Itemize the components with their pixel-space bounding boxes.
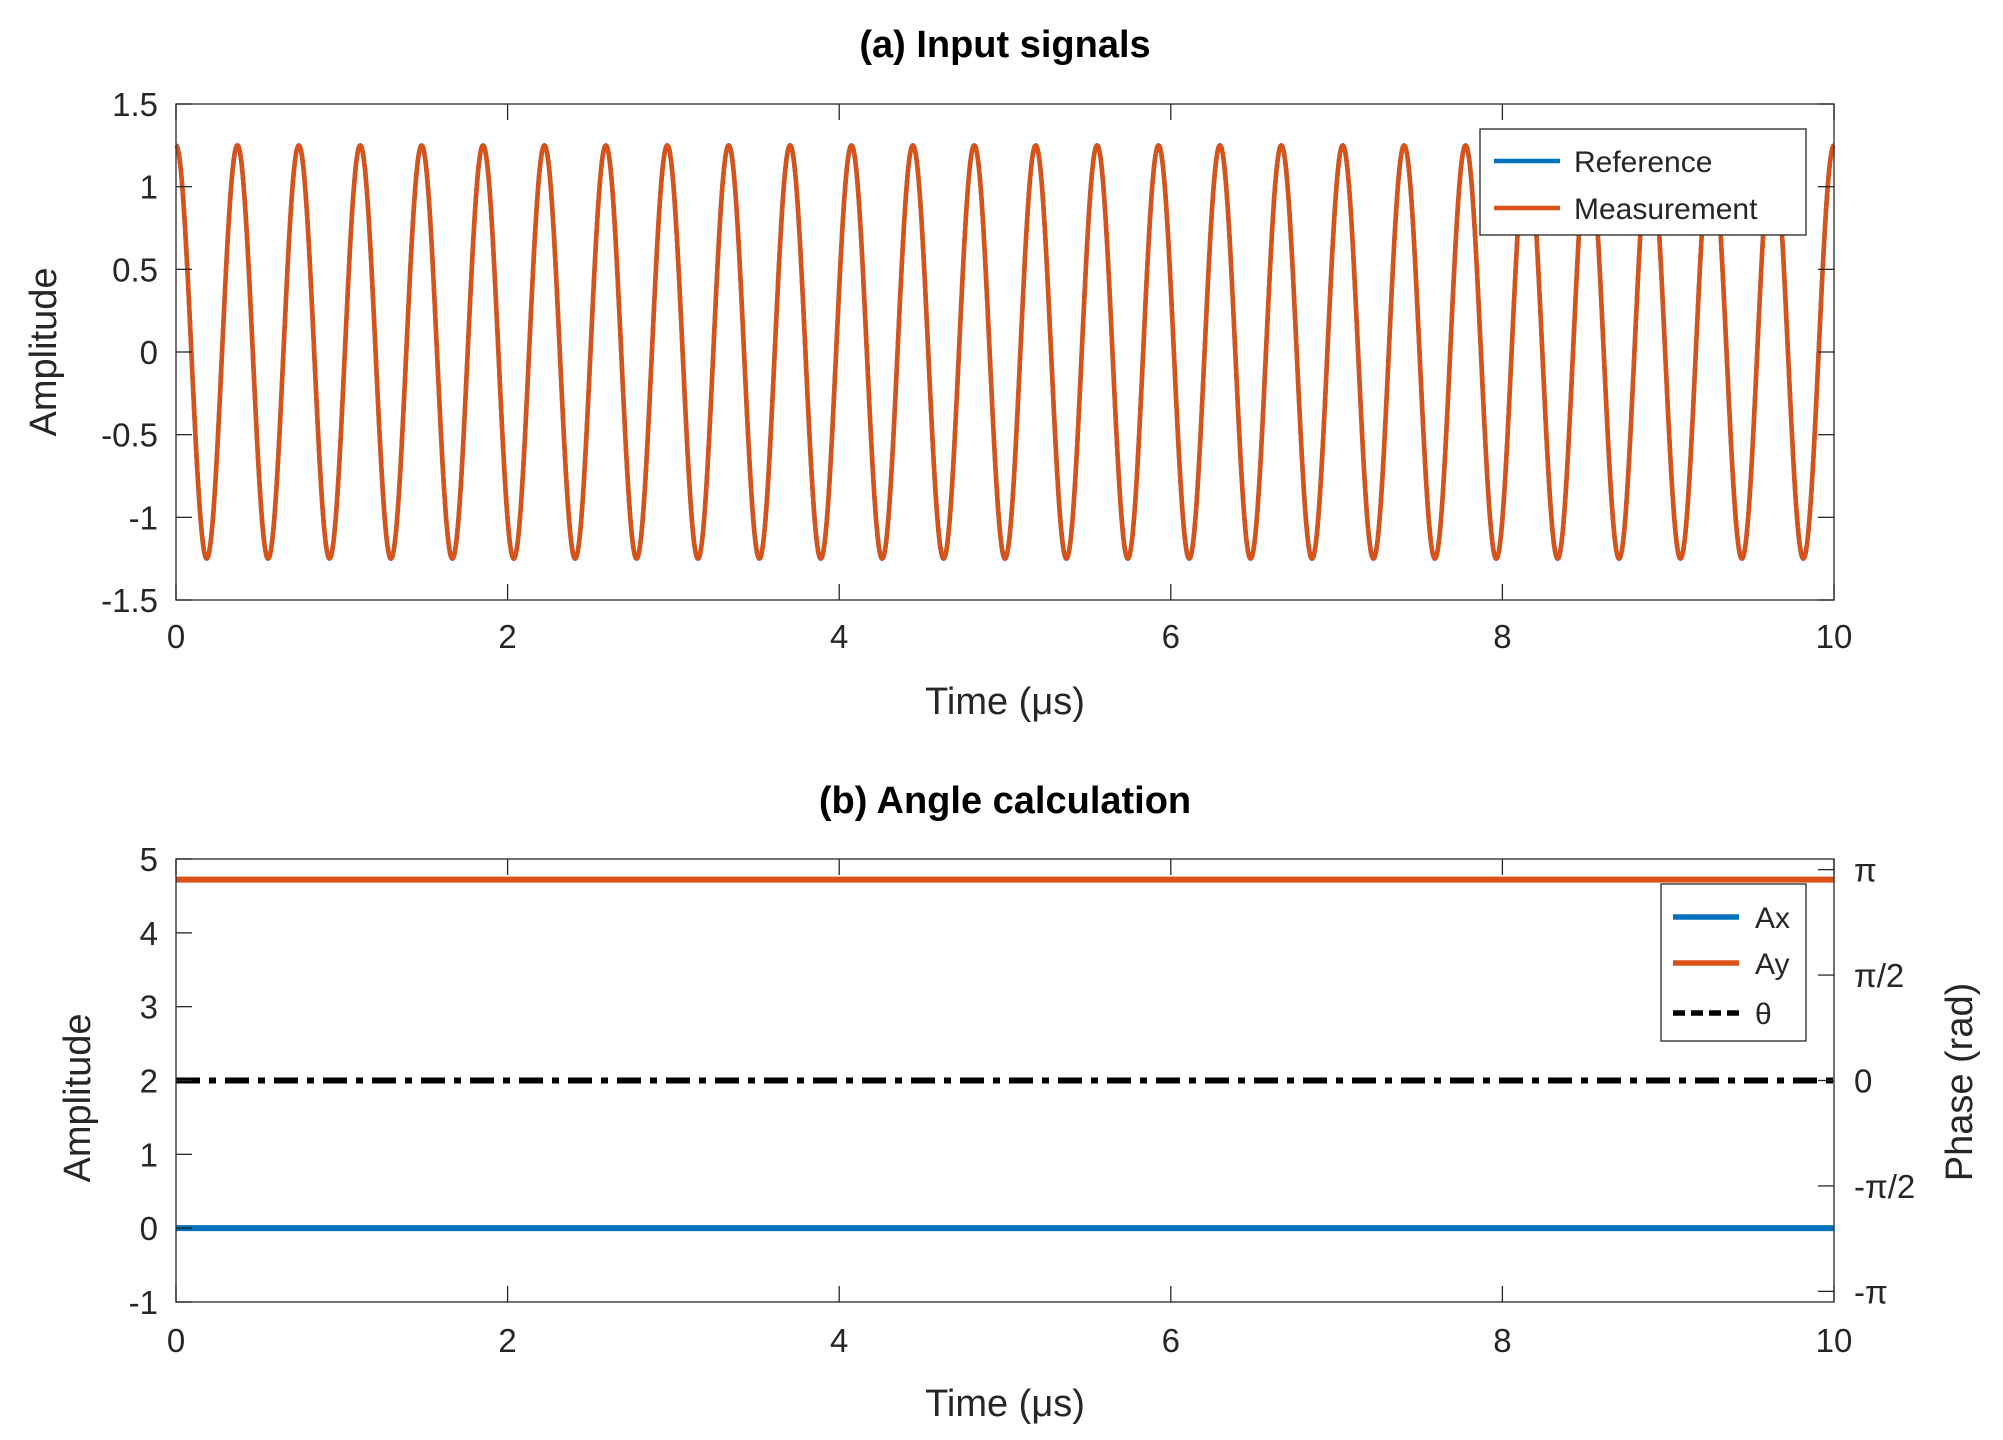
chart-b-xticks: 0 2 4 6 8 10 (167, 859, 1853, 1359)
legend-label-ay: Ay (1755, 948, 1789, 981)
x-tick-label: 2 (498, 1322, 516, 1359)
y-tick-label: 1 (140, 1136, 158, 1173)
chart-a-ylabel: Amplitude (23, 268, 65, 437)
chart-b-yticks-right: -π -π/2 0 π/2 π (1818, 852, 1915, 1310)
chart-b-series-group (176, 876, 1834, 1232)
chart-a-title: (a) Input signals (859, 24, 1150, 66)
legend-label-measurement: Measurement (1574, 193, 1758, 226)
y-tick-label: -1.5 (101, 582, 158, 619)
series-line-measurement (174, 143, 1836, 561)
legend-label-reference: Reference (1574, 146, 1712, 179)
y-tick-label: 1.5 (112, 86, 158, 123)
y-tick-label: 3 (140, 989, 158, 1026)
legend-label-ax: Ax (1755, 902, 1790, 935)
x-tick-label: 2 (498, 618, 516, 655)
chart-a-legend-box (1479, 128, 1807, 236)
x-tick-label: 4 (830, 1322, 848, 1359)
chart-a-yticks: -1.5 -1 -0.5 0 0.5 1 1.5 (101, 86, 1834, 619)
y-tick-label: 0 (140, 1210, 158, 1247)
y-right-tick-label: -π/2 (1854, 1168, 1915, 1205)
y-right-tick-label: 0 (1854, 1063, 1872, 1100)
y-tick-label: 0 (140, 334, 158, 371)
x-tick-label: 8 (1493, 1322, 1511, 1359)
chart-a-series-group (174, 143, 1836, 561)
chart-a-xticks: 0 2 4 6 8 10 (167, 104, 1853, 655)
y-right-tick-label: -π (1854, 1273, 1888, 1310)
x-tick-label: 0 (167, 1322, 185, 1359)
chart-b-ylabel-left: Amplitude (57, 1014, 99, 1183)
chart-input-signals: (a) Input signals 0 2 4 6 8 10 -1.5 -1 -0.5 0 0.5… (23, 24, 1852, 723)
y-tick-label: 4 (140, 915, 158, 952)
y-tick-label: 1 (140, 169, 158, 206)
chart-a-legend: Reference Measurement (1479, 128, 1807, 236)
y-tick-label: 2 (140, 1063, 158, 1100)
chart-b-yticks: -1 0 1 2 3 4 5 (129, 841, 192, 1321)
legend-label-theta: θ (1755, 998, 1772, 1031)
y-right-tick-label: π (1854, 852, 1877, 889)
chart-a-xlabel: Time (μs) (925, 681, 1085, 723)
chart-b-xlabel: Time (μs) (925, 1383, 1085, 1425)
x-tick-label: 6 (1162, 618, 1180, 655)
y-tick-label: -1 (129, 499, 158, 536)
x-tick-label: 10 (1816, 618, 1853, 655)
chart-b-title: (b) Angle calculation (819, 780, 1191, 822)
x-tick-label: 6 (1162, 1322, 1180, 1359)
y-tick-label: -0.5 (101, 417, 158, 454)
x-tick-label: 4 (830, 618, 848, 655)
x-tick-label: 8 (1493, 618, 1511, 655)
y-tick-label: 0.5 (112, 251, 158, 288)
chart-b-legend: Ax Ay θ (1660, 883, 1807, 1042)
x-tick-label: 10 (1816, 1322, 1853, 1359)
y-tick-label: -1 (129, 1284, 158, 1321)
chart-b-ylabel-right: Phase (rad) (1939, 983, 1981, 1182)
x-tick-label: 0 (167, 618, 185, 655)
y-tick-label: 5 (140, 841, 158, 878)
y-right-tick-label: π/2 (1854, 957, 1904, 994)
